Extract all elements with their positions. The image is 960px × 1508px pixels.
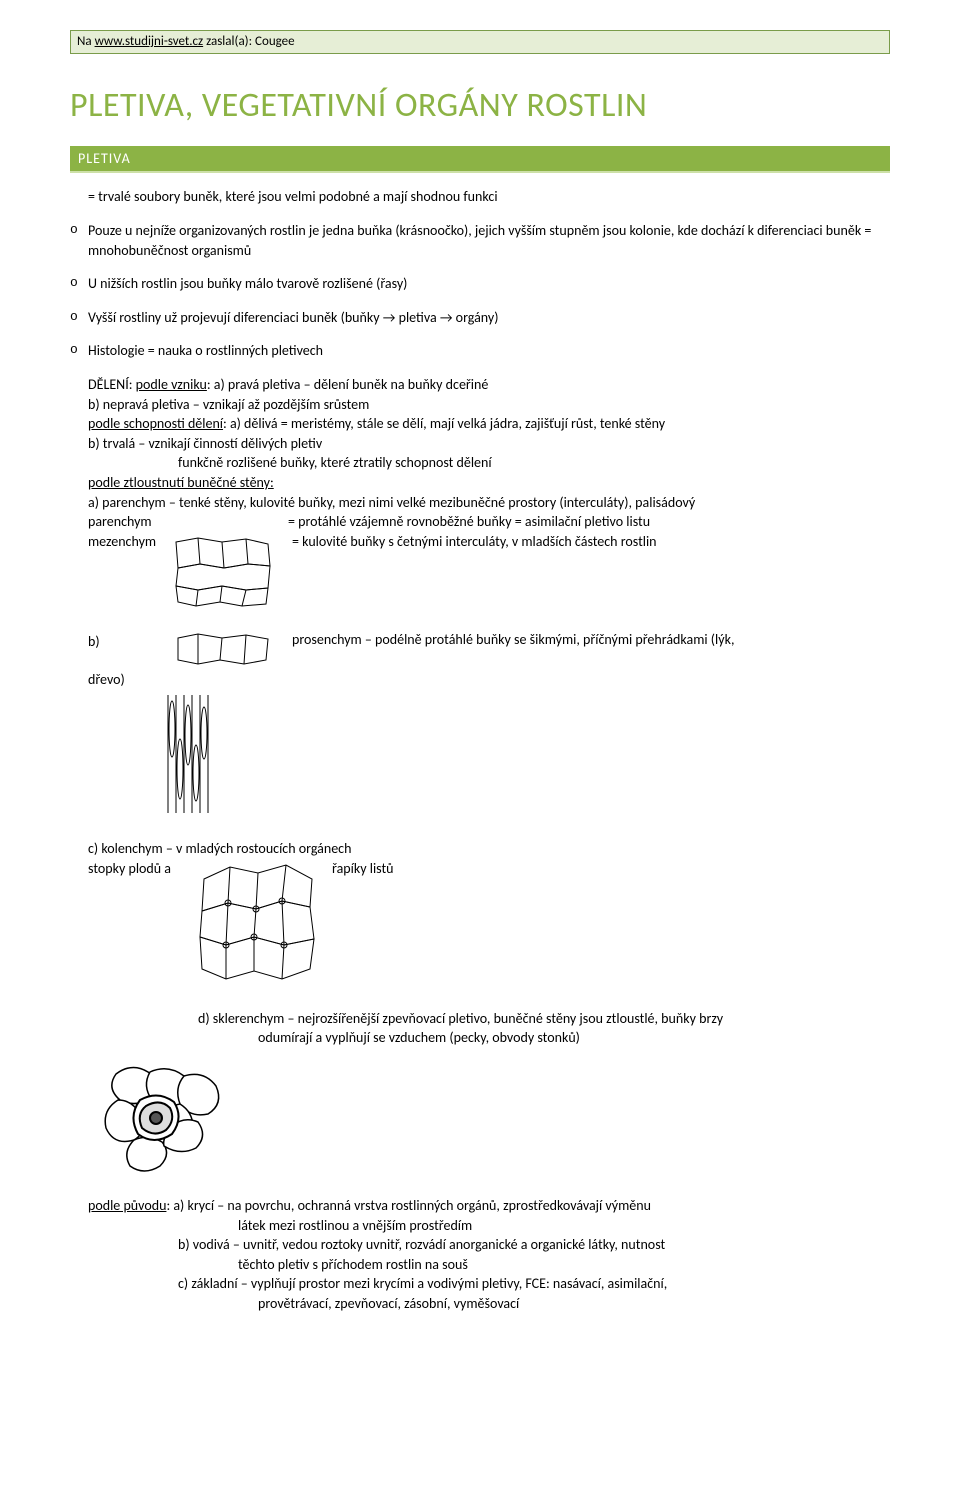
puvod-c-sub: provětrávací, zpevňovací, zásobní, vyměš… [88, 1294, 890, 1314]
schopnost-label: podle schopnosti dělení [88, 415, 223, 432]
puvod-line: podle původu: a) krycí – na povrchu, och… [88, 1196, 890, 1216]
vznik-b: b) nepravá pletiva – vznikají až pozdějš… [88, 395, 890, 415]
bullet-text: Histologie = nauka o rostlinných pletive… [88, 341, 890, 361]
puvod-a: : a) krycí – na povrchu, ochranná vrstva… [166, 1197, 651, 1214]
puvod-b-sub: těchto pletiv s příchodem rostlin na sou… [88, 1255, 890, 1275]
mezenchym-row: mezenchym = kulovité buňky s četnými int… [88, 532, 890, 610]
bullet-marker: o [70, 274, 88, 294]
deleni-block: DĚLENÍ: podle vzniku: a) pravá pletiva –… [88, 375, 890, 1314]
b-drevo: dřevo) [88, 670, 890, 690]
kolenchym-row: stopky plodů a řapíky listů [88, 859, 890, 989]
deleni-label: DĚLENÍ: [88, 376, 136, 393]
deleni-schopnost: podle schopnosti dělení: a) dělivá = mer… [88, 414, 890, 434]
prosenchym-cells-icon [168, 630, 278, 670]
parenchym-diagram-icon [168, 532, 278, 610]
schopnost-b: b) trvalá – vznikají činností dělivých p… [88, 434, 890, 454]
parenchym-desc: = protáhlé vzájemně rovnoběžné buňky = a… [288, 512, 650, 532]
vznik-label: podle vzniku [136, 376, 207, 393]
b-text: prosenchym – podélně protáhlé buňky se š… [282, 630, 734, 650]
bullet-item: o Vyšší rostliny už projevují diferencia… [70, 308, 890, 328]
puvod-b: b) vodivá – uvnitř, vedou roztoky uvnitř… [88, 1235, 890, 1255]
prosenchym-diagram-icon [88, 689, 890, 819]
sklerenchym-diagram-icon [88, 1056, 890, 1176]
bullet-item: o U nižších rostlin jsou buňky málo tvar… [70, 274, 890, 294]
header-suffix: zaslal(a): Cougee [203, 34, 294, 49]
vznik-a: : a) pravá pletiva – dělení buněk na buň… [207, 376, 488, 393]
schopnost-a: : a) dělivá = meristémy, stále se dělí, … [223, 415, 665, 432]
bullet-text: Pouze u nejníže organizovaných rostlin j… [88, 221, 890, 260]
parenchym-label: parenchym [88, 512, 288, 532]
puvod-a-sub: látek mezi rostlinou a vnějším prostředí… [88, 1216, 890, 1236]
page-title: PLETIVA, VEGETATIVNÍ ORGÁNY ROSTLIN [70, 82, 890, 130]
prosenchym-row: b) prosenchym – podélně protáhlé buňky s… [88, 630, 890, 670]
section-heading: PLETIVA [70, 146, 890, 174]
kolenchym-diagram-icon [192, 859, 322, 989]
c-text: c) kolenchym – v mladých rostoucích orgá… [88, 839, 890, 859]
puvod-c: c) základní – vyplňují prostor mezi kryc… [88, 1274, 890, 1294]
c-stopky: stopky plodů a [88, 859, 188, 879]
bullet-marker: o [70, 221, 88, 260]
ztl-label: podle ztloustnutí buněčné stěny: [88, 473, 890, 493]
d-sub: odumírají a vyplňují se vzduchem (pecky,… [88, 1028, 890, 1048]
header-prefix: Na [77, 34, 95, 49]
bullet-marker: o [70, 341, 88, 361]
intro-text: = trvalé soubory buněk, které jsou velmi… [88, 187, 890, 207]
bullet-item: o Pouze u nejníže organizovaných rostlin… [70, 221, 890, 260]
deleni-vznik: DĚLENÍ: podle vzniku: a) pravá pletiva –… [88, 375, 890, 395]
ztl-a-line1: a) parenchym – tenké stěny, kulovité buň… [88, 493, 890, 513]
bullet-marker: o [70, 308, 88, 328]
c-rapiky: řapíky listů [326, 859, 394, 879]
header-site: www.studijni-svet.cz [95, 34, 204, 49]
mezenchym-label: mezenchym [88, 532, 164, 552]
page-source-header: Na www.studijni-svet.cz zaslal(a): Couge… [70, 30, 890, 54]
puvod-label: podle původu [88, 1197, 166, 1214]
parenchym-row: parenchym = protáhlé vzájemně rovnoběžné… [88, 512, 890, 532]
b-prefix: b) [88, 630, 164, 652]
d-text: d) sklerenchym – nejrozšířenější zpevňov… [88, 1009, 890, 1029]
mezenchym-desc: = kulovité buňky s četnými interculáty, … [282, 532, 657, 552]
bullet-text: U nižších rostlin jsou buňky málo tvarov… [88, 274, 890, 294]
schopnost-b-sub: funkčně rozlišené buňky, které ztratily … [88, 453, 890, 473]
bullet-item: o Histologie = nauka o rostlinných pleti… [70, 341, 890, 361]
bullet-text: Vyšší rostliny už projevují diferenciaci… [88, 308, 890, 328]
